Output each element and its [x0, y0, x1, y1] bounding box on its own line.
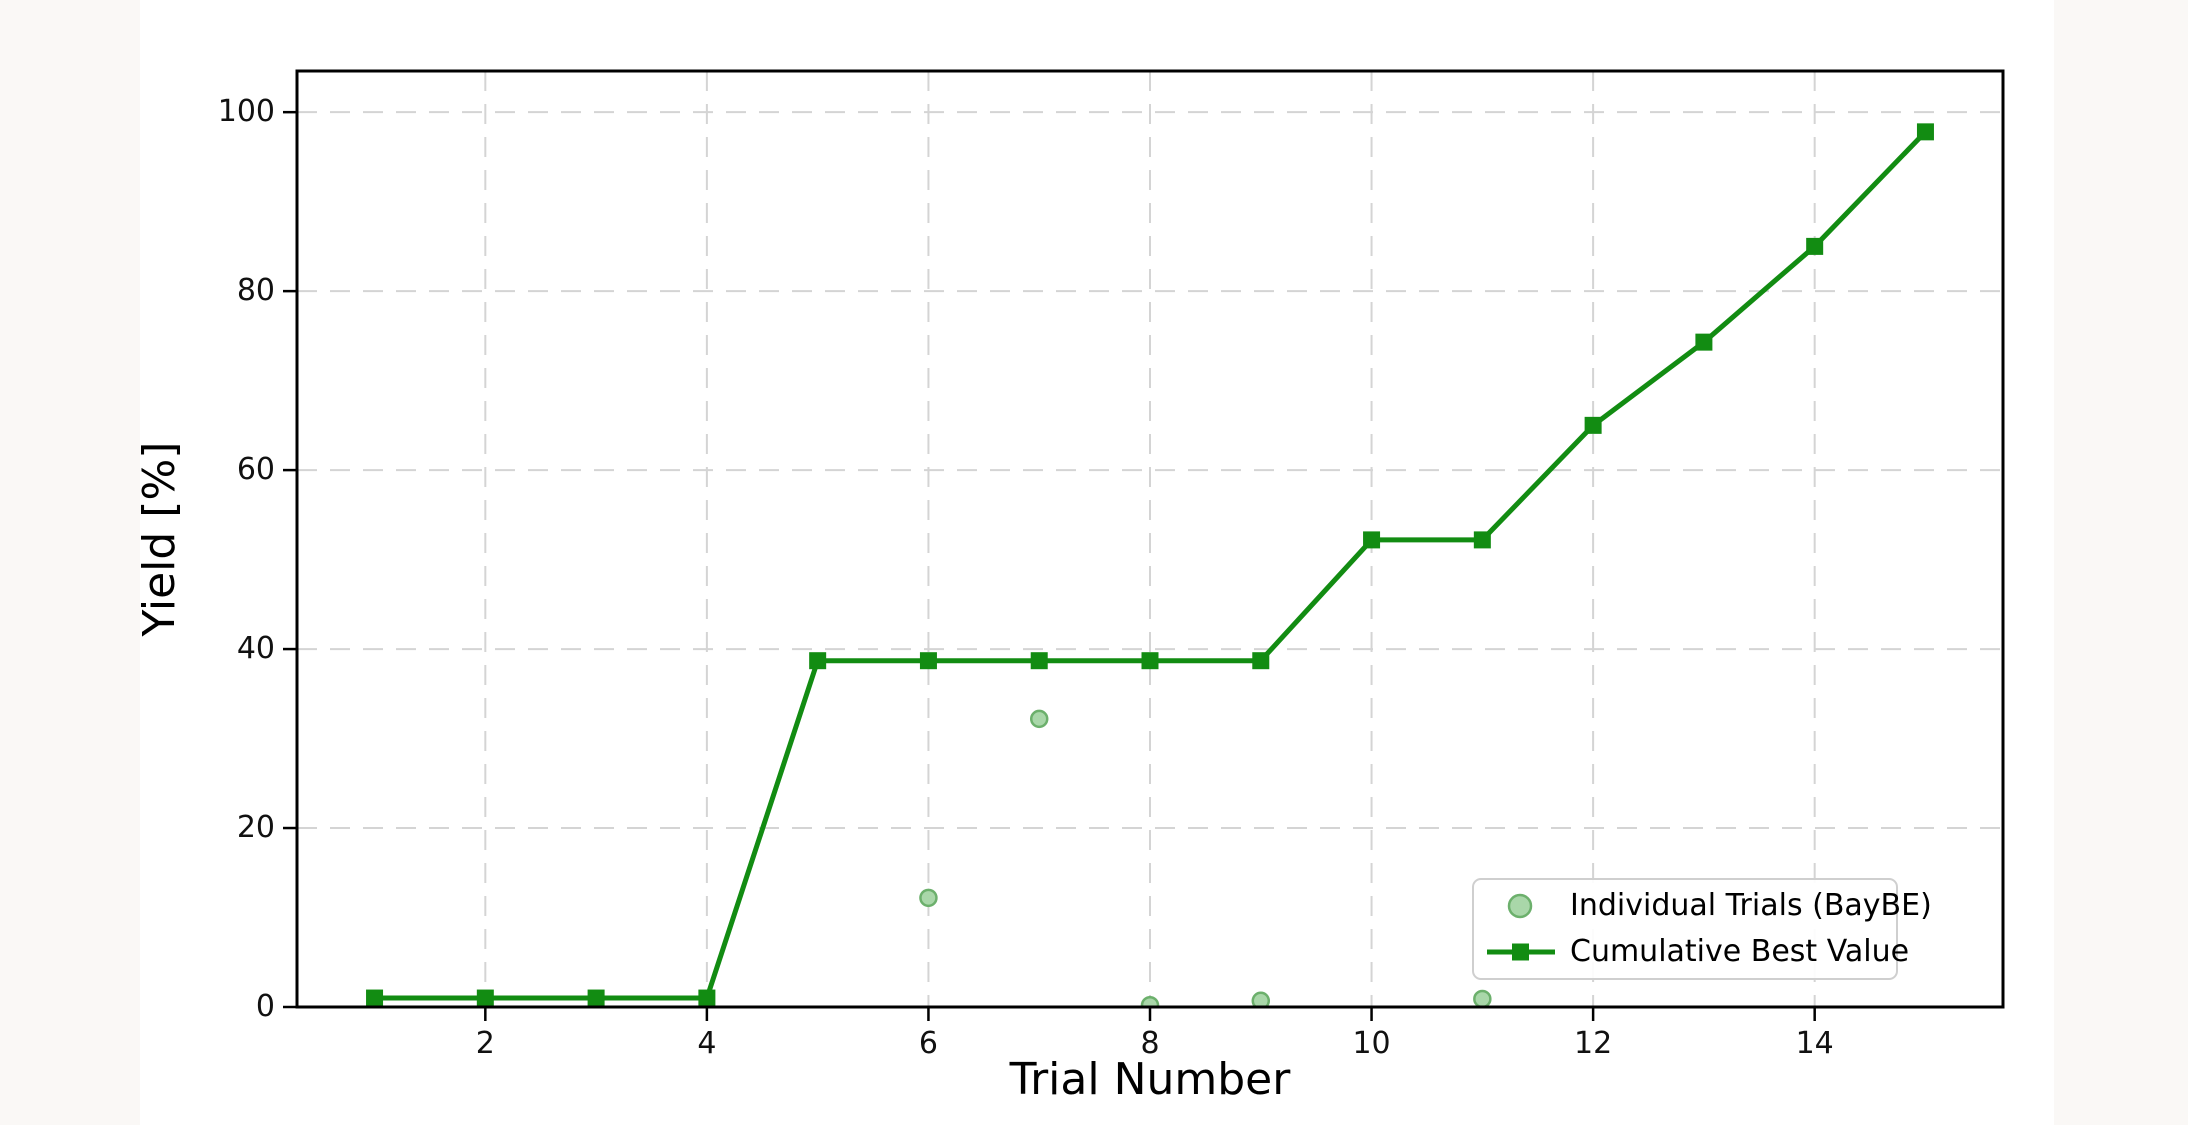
- square-marker: [809, 652, 827, 670]
- trial-point: [919, 888, 938, 908]
- series-group: [366, 123, 1934, 1007]
- square-marker: [1473, 531, 1491, 549]
- legend-label-individual-trials: Individual Trials (BayBE): [1570, 887, 1932, 923]
- legend-item-individual-trials: Individual Trials (BayBE): [1480, 883, 1932, 929]
- y-tick-label: 60: [236, 452, 275, 488]
- square-marker: [1584, 416, 1602, 434]
- trial-point: [1140, 995, 1160, 1007]
- square-marker: [919, 652, 937, 670]
- x-tick-label: 4: [697, 1026, 717, 1061]
- square-marker: [1695, 333, 1713, 351]
- scatter-circle-icon: [1507, 893, 1533, 918]
- square-marker: [1363, 531, 1381, 549]
- x-tick-label: 6: [918, 1026, 938, 1061]
- x-axis-label: Trial Number: [1009, 1054, 1291, 1105]
- square-marker: [587, 989, 605, 1007]
- legend-item-cumulative-best: Cumulative Best Value: [1480, 929, 1909, 975]
- square-marker: [1141, 652, 1159, 670]
- y-tick-label: 40: [236, 631, 275, 667]
- square-marker: [1916, 123, 1934, 141]
- y-tick-label: 0: [255, 989, 275, 1024]
- trial-point: [1473, 989, 1492, 1007]
- x-tick-label: 10: [1352, 1026, 1391, 1061]
- x-tick-label: 2: [475, 1026, 495, 1061]
- y-axis-label: Yield [%]: [134, 441, 185, 637]
- legend: Individual Trials (BayBE) Cumulative Bes…: [1472, 878, 1932, 980]
- trial-point: [1029, 709, 1049, 729]
- x-tick-label: 14: [1795, 1026, 1834, 1061]
- y-tick-label: 80: [236, 273, 275, 309]
- legend-label-cumulative-best: Cumulative Best Value: [1570, 934, 1910, 970]
- x-tick-label: 8: [1140, 1026, 1160, 1061]
- y-tick-label: 100: [217, 94, 275, 130]
- square-marker: [366, 989, 384, 1007]
- square-marker: [476, 989, 494, 1007]
- trial-point: [1251, 991, 1271, 1007]
- square-marker: [1806, 237, 1824, 255]
- x-tick-label: 12: [1574, 1026, 1613, 1061]
- line-square-icon: [1487, 943, 1555, 961]
- y-tick-label: 20: [236, 810, 275, 846]
- square-marker: [1252, 652, 1270, 670]
- square-marker: [1030, 652, 1048, 670]
- square-marker: [698, 989, 716, 1007]
